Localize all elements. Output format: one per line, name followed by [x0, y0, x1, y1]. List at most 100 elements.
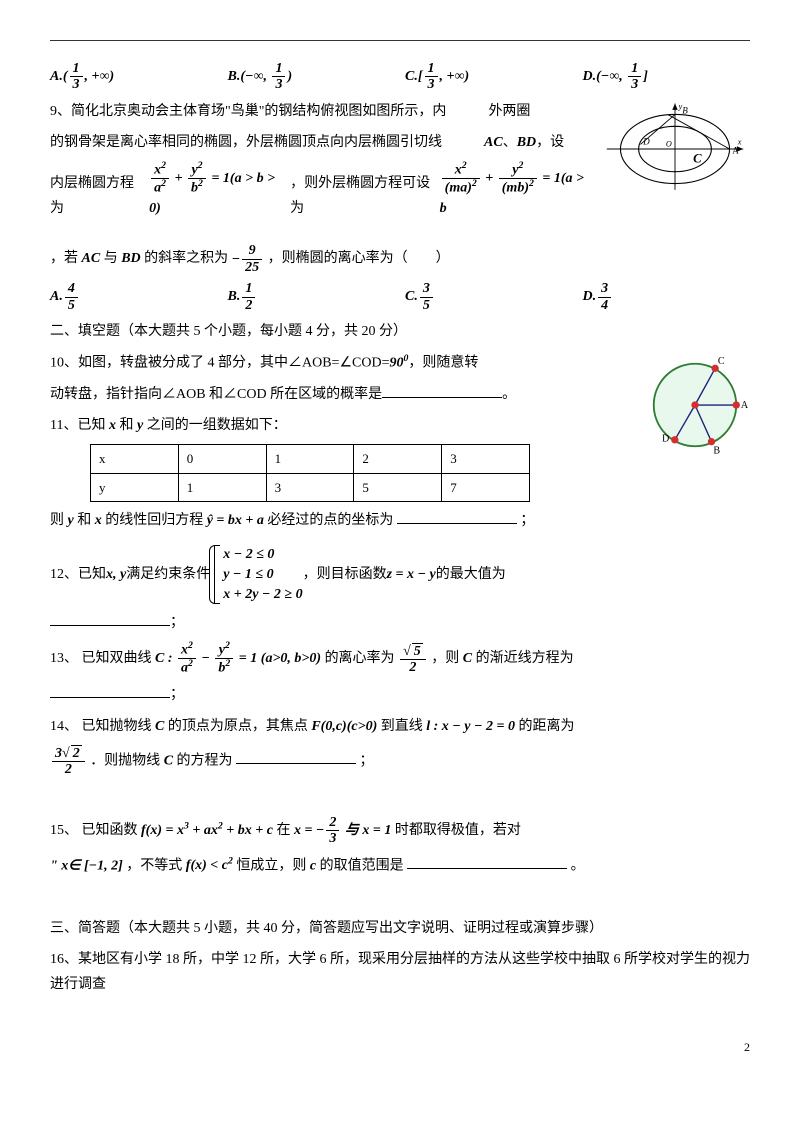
condition: (a>0, b>0): [261, 651, 321, 666]
page-number: 2: [50, 1037, 750, 1059]
table-cell: 7: [442, 473, 530, 501]
q-text: ；: [170, 615, 184, 630]
var-c: c: [310, 858, 316, 873]
q-text: 已知双曲线: [82, 651, 152, 666]
q-text: 和: [77, 513, 91, 528]
focus-F: F(0,c)(c>0): [311, 719, 377, 734]
q-number: 16、: [50, 952, 78, 967]
label-y: y: [678, 102, 683, 111]
opt-label: B: [228, 69, 237, 84]
q8-optA: A.(13, +∞): [50, 61, 218, 93]
hyperbola-eq: C : x2a2 − y2b2 = 1: [155, 651, 261, 666]
q9-optC: C.35: [405, 281, 573, 313]
var-y: y: [68, 513, 74, 528]
curve-C: C: [155, 719, 164, 734]
table-cell: 3: [266, 473, 354, 501]
label-B: B: [713, 446, 720, 457]
q-number: 15、: [50, 823, 78, 838]
q-number: 13、: [50, 651, 78, 666]
var-x: x: [109, 418, 116, 433]
q-text: 在: [276, 823, 290, 838]
table-cell: 1: [266, 445, 354, 473]
angle-value: 90: [389, 356, 403, 371]
q9-optA: A.45: [50, 281, 218, 313]
q-text: ，设: [536, 135, 564, 150]
q-text: 时都取得极值，若对: [395, 823, 521, 838]
q-text: ，若: [50, 252, 78, 267]
q-text: 则: [50, 513, 64, 528]
q-text: 到直线: [381, 719, 423, 734]
label-C: C: [718, 356, 725, 367]
q-text: 的顶点为原点，其焦点: [168, 719, 308, 734]
q-text: 的渐近线方程为: [476, 651, 574, 666]
label-B: B: [682, 105, 688, 115]
answer-blank: [407, 854, 567, 869]
label-A: A: [732, 145, 739, 155]
q-text: 的离心率为: [325, 651, 395, 666]
label-D: D: [642, 136, 650, 146]
q-text: 。: [502, 387, 516, 402]
extrema-points: x = −23 与 x = 1: [294, 823, 395, 838]
q-text: ；: [360, 753, 374, 768]
var-xy: x, y: [106, 562, 126, 587]
q-text: 的线性回归方程: [105, 513, 203, 528]
data-table: x 0 1 2 3 y 1 3 5 7: [90, 444, 530, 502]
var-x: x: [95, 513, 102, 528]
ac-label: AC: [484, 135, 503, 150]
q-text: 已知函数: [82, 823, 138, 838]
q9-options: A.45 B.12 C.35 D.34: [50, 281, 750, 313]
q-number: 11、: [50, 418, 77, 433]
q-text: ，则椭圆的离心率为（ ）: [268, 252, 450, 267]
constraint-1: x − 2 ≤ 0: [215, 545, 302, 565]
q-text: 外两圈: [488, 104, 530, 119]
q-text: ；: [170, 687, 184, 702]
q10: A B C D 10、如图，转盘被分成了 4 部分，其中∠AOB=∠COD=90…: [50, 350, 750, 407]
q-text: ，则随意转: [408, 356, 478, 371]
distance-value: 322: [50, 753, 87, 768]
curve-C: C: [463, 651, 472, 666]
forall-domain: " x∈ [−1, 2]: [50, 858, 123, 873]
opt-label: D: [583, 69, 593, 84]
q-number: 10、: [50, 356, 78, 371]
table-cell: y: [91, 473, 179, 501]
q9-optB: B.12: [228, 281, 396, 313]
constraint-3: x + 2y − 2 ≥ 0: [215, 585, 302, 605]
constraint-system: x − 2 ≤ 0 y − 1 ≤ 0 x + 2y − 2 ≥ 0: [214, 545, 302, 604]
answer-blank: [236, 749, 356, 764]
table-cell: 0: [178, 445, 266, 473]
label-C: C: [693, 151, 702, 165]
q-text: 动转盘，指针指向∠AOB 和∠COD 所在区域的概率是: [50, 387, 382, 402]
q12: 12、 已知 x, y 满足约束条件 x − 2 ≤ 0 y − 1 ≤ 0 x…: [50, 545, 750, 604]
page-top-rule: [50, 40, 750, 41]
q-text: ，不等式: [126, 858, 182, 873]
table-cell: 1: [178, 473, 266, 501]
q15: 15、 已知函数 f(x) = x3 + ax2 + bx + c 在 x = …: [50, 815, 750, 847]
section3-title: 三、简答题（本大题共 5 小题，共 40 分，简答题应写出文字说明、证明过程或演…: [50, 916, 750, 941]
q16: 16、某地区有小学 18 所，中学 12 所，大学 6 所，现采用分层抽样的方法…: [50, 947, 750, 997]
q-text: 已知: [78, 562, 106, 587]
inner-ellipse-eq: x2a2 + y2b2 = 1(a > b > 0): [149, 161, 286, 221]
label-A: A: [741, 400, 749, 411]
q14: 14、 已知抛物线 C 的顶点为原点，其焦点 F(0,c)(c>0) 到直线 l…: [50, 714, 750, 739]
q-text: 某地区有小学 18 所，中学 12 所，大学 6 所，现采用分层抽样的方法从这些…: [50, 952, 750, 992]
opt-label: A: [50, 69, 59, 84]
table-cell: 2: [354, 445, 442, 473]
answer-blank: [382, 383, 502, 398]
q-number: 9、: [50, 104, 71, 119]
q-text: ，则: [431, 651, 459, 666]
table-cell: 3: [442, 445, 530, 473]
bd-label: BD: [517, 135, 536, 150]
q-number: 12、: [50, 562, 78, 587]
table-cell: 5: [354, 473, 442, 501]
q-text: 恒成立，则: [236, 858, 306, 873]
table-cell: x: [91, 445, 179, 473]
opt-label: C: [405, 69, 414, 84]
q-text: 的斜率之积为: [144, 252, 228, 267]
answer-blank: [50, 683, 170, 698]
spinner-diagram: A B C D: [640, 350, 750, 460]
line-l: l : x − y − 2 = 0: [426, 719, 515, 734]
q9: A B C D O x y 9、简化北京奥动会主体育场"鸟巢"的钢结构俯视图如图…: [50, 99, 750, 313]
q8-optD: D.(−∞, 13]: [583, 61, 751, 93]
q-text: 满足约束条件: [126, 562, 210, 587]
q-text: 的距离为: [518, 719, 574, 734]
